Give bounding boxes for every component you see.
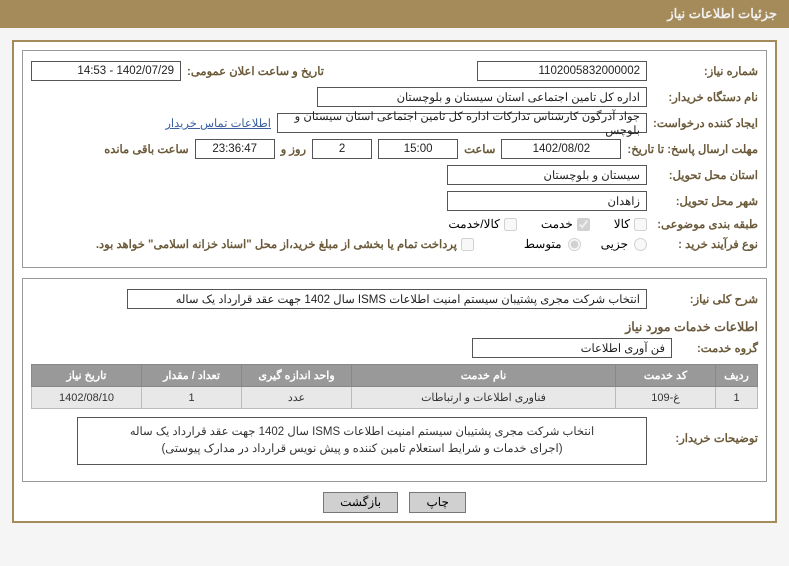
remaining-label: ساعت باقی مانده <box>104 142 188 156</box>
th-qty: تعداد / مقدار <box>142 365 242 387</box>
need-no-field: 1102005832000002 <box>477 61 647 81</box>
remaining-time: 23:36:47 <box>195 139 275 159</box>
buyer-org-field: اداره کل تامین اجتماعی استان سیستان و بل… <box>317 87 647 107</box>
time-label: ساعت <box>464 142 495 156</box>
radio-partial[interactable]: جزیی <box>601 237 647 251</box>
deadline-date: 1402/08/02 <box>501 139 621 159</box>
need-desc-label: شرح کلی نیاز: <box>653 292 758 306</box>
back-button[interactable]: بازگشت <box>323 492 398 513</box>
city-label: شهر محل تحویل: <box>653 194 758 208</box>
services-table: ردیف کد خدمت نام خدمت واحد اندازه گیری ت… <box>31 364 758 409</box>
th-row: ردیف <box>716 365 758 387</box>
desc-box: شرح کلی نیاز: انتخاب شرکت مجری پشتیبان س… <box>22 278 767 482</box>
contact-link[interactable]: اطلاعات تماس خریدار <box>165 116 271 130</box>
province-field: سیستان و بلوچستان <box>447 165 647 185</box>
requester-label: ایجاد کننده درخواست: <box>653 116 758 130</box>
details-box: شماره نیاز: 1102005832000002 تاریخ و ساع… <box>22 50 767 268</box>
main-panel: شماره نیاز: 1102005832000002 تاریخ و ساع… <box>12 40 777 523</box>
announce-value: 1402/07/29 - 14:53 <box>31 61 181 81</box>
service-group-label: گروه خدمت: <box>678 341 758 355</box>
requester-field: جواد آذرگون کارشناس تدارکات اداره کل تام… <box>277 113 647 133</box>
button-row: چاپ بازگشت <box>22 492 767 513</box>
buyer-notes-field: انتخاب شرکت مجری پشتیبان سیستم امنیت اطل… <box>77 417 647 465</box>
buyer-notes-label: توضیحات خریدار: <box>653 417 758 445</box>
need-no-label: شماره نیاز: <box>653 64 758 78</box>
days-and-label: روز و <box>281 142 306 156</box>
panel-title: جزئیات اطلاعات نیاز <box>0 0 789 28</box>
deadline-time: 15:00 <box>378 139 458 159</box>
deadline-label: مهلت ارسال پاسخ: تا تاریخ: <box>627 142 758 156</box>
need-desc-field: انتخاب شرکت مجری پشتیبان سیستم امنیت اطل… <box>127 289 647 309</box>
days-field: 2 <box>312 139 372 159</box>
service-group-field: فن آوری اطلاعات <box>472 338 672 358</box>
th-code: کد خدمت <box>616 365 716 387</box>
th-unit: واحد اندازه گیری <box>242 365 352 387</box>
chk-goods-service[interactable]: کالا/خدمت <box>448 217 516 231</box>
th-date: تاریخ نیاز <box>32 365 142 387</box>
th-name: نام خدمت <box>352 365 616 387</box>
buyer-org-label: نام دستگاه خریدار: <box>653 90 758 104</box>
services-info-label: اطلاعات خدمات مورد نیاز <box>31 319 758 334</box>
chk-goods[interactable]: کالا <box>614 217 647 231</box>
radio-medium[interactable]: متوسط <box>524 237 581 251</box>
process-type-label: نوع فرآیند خرید : <box>653 237 758 251</box>
subject-class-label: طبقه بندی موضوعی: <box>653 217 758 231</box>
table-row: 1 غ-109 فناوری اطلاعات و ارتباطات عدد 1 … <box>32 387 758 409</box>
print-button[interactable]: چاپ <box>409 492 465 513</box>
chk-payment-note[interactable]: پرداخت تمام یا بخشی از مبلغ خرید،از محل … <box>96 237 474 251</box>
chk-service[interactable]: خدمت <box>541 217 590 231</box>
province-label: استان محل تحویل: <box>653 168 758 182</box>
city-field: زاهدان <box>447 191 647 211</box>
announce-label: تاریخ و ساعت اعلان عمومی: <box>187 64 324 78</box>
